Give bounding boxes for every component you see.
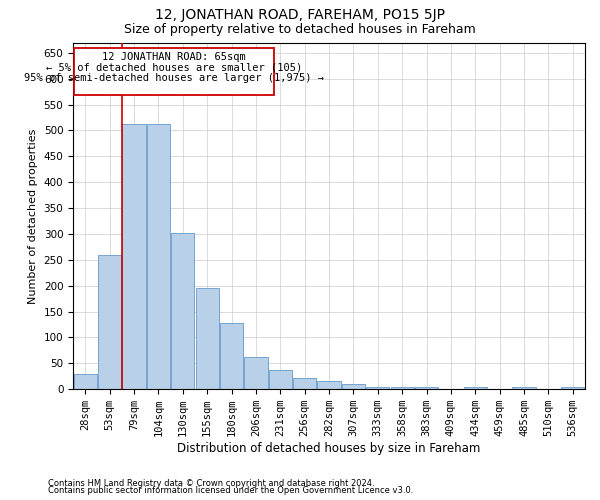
Text: ← 5% of detached houses are smaller (105): ← 5% of detached houses are smaller (105… [46, 62, 302, 72]
Bar [269, 370, 292, 389]
Bar [512, 387, 536, 389]
Bar [561, 387, 584, 389]
FancyBboxPatch shape [74, 48, 274, 96]
Text: Size of property relative to detached houses in Fareham: Size of property relative to detached ho… [124, 22, 476, 36]
Bar [415, 387, 438, 389]
Bar [488, 388, 511, 389]
Text: 95% of semi-detached houses are larger (1,975) →: 95% of semi-detached houses are larger (… [24, 72, 324, 83]
Bar [147, 124, 170, 389]
Bar [391, 387, 414, 389]
Text: 12 JONATHAN ROAD: 65sqm: 12 JONATHAN ROAD: 65sqm [103, 52, 246, 62]
Y-axis label: Number of detached properties: Number of detached properties [28, 128, 38, 304]
Bar [293, 378, 316, 389]
Bar [317, 382, 341, 389]
Bar [196, 288, 219, 389]
Bar [342, 384, 365, 389]
Text: 12, JONATHAN ROAD, FAREHAM, PO15 5JP: 12, JONATHAN ROAD, FAREHAM, PO15 5JP [155, 8, 445, 22]
Bar [98, 254, 121, 389]
Text: Contains public sector information licensed under the Open Government Licence v3: Contains public sector information licen… [48, 486, 413, 495]
Bar [366, 386, 389, 389]
Text: Contains HM Land Registry data © Crown copyright and database right 2024.: Contains HM Land Registry data © Crown c… [48, 478, 374, 488]
Bar [122, 124, 146, 389]
Bar [244, 356, 268, 389]
Bar [74, 374, 97, 389]
X-axis label: Distribution of detached houses by size in Fareham: Distribution of detached houses by size … [178, 442, 481, 455]
Bar [439, 388, 463, 389]
Bar [464, 387, 487, 389]
Bar [220, 323, 243, 389]
Bar [171, 233, 194, 389]
Bar [537, 388, 560, 389]
